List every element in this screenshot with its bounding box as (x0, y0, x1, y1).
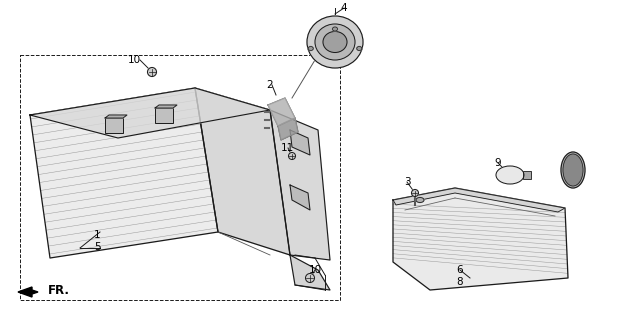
Polygon shape (268, 98, 295, 126)
Text: 4: 4 (341, 3, 348, 13)
Polygon shape (290, 185, 310, 210)
Bar (155, 108, 173, 123)
Text: 8: 8 (457, 277, 463, 287)
Polygon shape (18, 287, 38, 297)
Ellipse shape (357, 46, 362, 51)
Text: 6: 6 (457, 265, 463, 275)
Text: 9: 9 (495, 158, 501, 168)
Polygon shape (393, 188, 568, 290)
Polygon shape (393, 188, 565, 212)
Polygon shape (195, 88, 290, 255)
Ellipse shape (315, 24, 355, 60)
Text: 7: 7 (573, 158, 579, 168)
Ellipse shape (563, 154, 583, 186)
Text: 3: 3 (404, 177, 411, 187)
Bar (523, 171, 531, 179)
Text: 10: 10 (308, 265, 321, 275)
Circle shape (288, 153, 296, 159)
Text: 5: 5 (94, 242, 100, 252)
Ellipse shape (308, 46, 313, 51)
Text: 11: 11 (280, 143, 294, 153)
Polygon shape (278, 118, 298, 140)
Ellipse shape (416, 197, 424, 203)
Ellipse shape (307, 16, 363, 68)
Polygon shape (30, 88, 218, 258)
Text: 10: 10 (127, 55, 140, 65)
Text: 2: 2 (266, 80, 273, 90)
Ellipse shape (323, 31, 347, 52)
Ellipse shape (496, 166, 524, 184)
Circle shape (411, 189, 419, 196)
Polygon shape (290, 130, 310, 155)
Polygon shape (30, 88, 270, 138)
Polygon shape (155, 105, 177, 108)
Bar (105, 118, 123, 133)
Ellipse shape (333, 27, 338, 31)
Circle shape (306, 274, 314, 283)
Polygon shape (270, 110, 330, 260)
Circle shape (147, 68, 157, 76)
Polygon shape (290, 255, 330, 290)
Text: 1: 1 (94, 230, 100, 240)
Polygon shape (105, 115, 127, 118)
Ellipse shape (561, 152, 585, 188)
Text: FR.: FR. (48, 284, 70, 298)
